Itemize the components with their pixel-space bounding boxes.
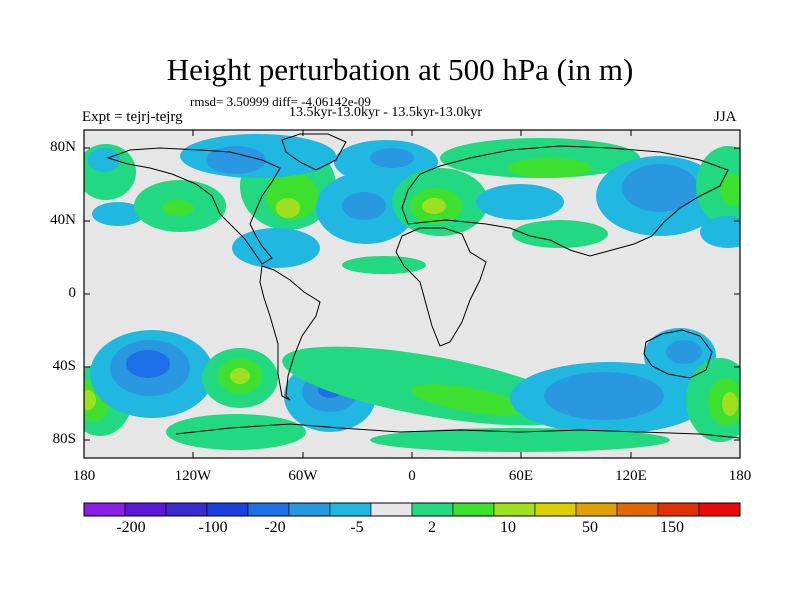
lat-label-0: 0 xyxy=(68,285,77,301)
contour-region xyxy=(720,174,740,206)
lon-label-120e: 120E xyxy=(615,468,647,484)
contour-region xyxy=(666,340,702,364)
greenland-outline xyxy=(281,133,347,171)
contour-region xyxy=(544,372,664,420)
colorbar-label: -5 xyxy=(350,519,364,536)
colorbar-swatch xyxy=(657,502,700,517)
contour-region xyxy=(276,198,300,218)
contour-region xyxy=(370,428,670,452)
colorbar-label: 10 xyxy=(500,519,516,536)
chart-subtitle: 13.5kyr-13.0kyr - 13.5kyr-13.0kyr xyxy=(289,105,483,120)
contour-region xyxy=(162,200,194,216)
lon-label-180w: 180 xyxy=(72,468,96,484)
contour-region xyxy=(696,146,740,226)
contour-region xyxy=(342,256,426,274)
south-america-outline xyxy=(259,265,321,401)
colorbar-swatch xyxy=(124,502,167,517)
colorbar-swatch xyxy=(452,502,495,517)
contour-region xyxy=(622,164,698,212)
colorbar-swatch xyxy=(575,502,618,517)
contour-region xyxy=(232,228,320,268)
africa-outline xyxy=(395,227,487,347)
colorbar-swatch xyxy=(247,502,290,517)
lat-label-40n: 40N xyxy=(50,212,76,228)
contour-region xyxy=(126,350,170,378)
colorbar-swatch xyxy=(493,502,536,517)
contour-region xyxy=(700,216,740,248)
colorbar-label: 50 xyxy=(582,519,598,536)
lon-label-0: 0 xyxy=(408,468,416,484)
contour-region xyxy=(410,384,530,416)
lat-label-40s: 40S xyxy=(52,358,76,374)
colorbar-label: -200 xyxy=(116,519,146,536)
lat-label-80n: 80N xyxy=(50,139,76,155)
stats-text: rmsd= 3.50999 diff= -4.06142e-09 xyxy=(190,94,371,109)
season-label: JJA xyxy=(714,109,737,125)
colorbar-label: 150 xyxy=(660,519,684,536)
lon-label-60w: 60W xyxy=(288,468,318,484)
contour-region xyxy=(92,202,144,226)
contour-fields xyxy=(84,130,740,458)
lon-label-120w: 120W xyxy=(174,468,212,484)
eurasia-outline xyxy=(401,145,729,257)
colorbar-swatch xyxy=(616,502,659,517)
antarctica-outline xyxy=(175,423,740,439)
chart-title: Height perturbation at 500 hPa (in m) xyxy=(166,52,634,87)
colorbar-swatch xyxy=(83,502,126,517)
colorbar-swatch xyxy=(411,502,454,517)
contour-region xyxy=(166,414,306,450)
colorbar-swatch xyxy=(288,502,331,517)
experiment-label: Expt = tejrj-tejrg xyxy=(82,109,183,125)
colorbar-swatch xyxy=(370,502,413,517)
contour-region xyxy=(422,198,446,214)
colorbar-label: 2 xyxy=(428,519,436,536)
contour-region xyxy=(84,390,96,410)
contour-region xyxy=(508,158,592,178)
contour-region xyxy=(342,192,386,220)
colorbar-frame xyxy=(83,502,741,517)
lon-label-180e: 180 xyxy=(728,468,752,484)
coastlines xyxy=(106,133,740,439)
lon-label-60e: 60E xyxy=(508,468,534,484)
colorbar-swatch xyxy=(329,502,372,517)
colorbar-swatch xyxy=(698,502,741,517)
colorbar-swatch xyxy=(534,502,577,517)
colorbar-label: -100 xyxy=(198,519,228,536)
north-america-outline xyxy=(106,147,281,265)
lat-label-80s: 80S xyxy=(52,431,76,447)
contour-region xyxy=(370,148,414,168)
contour-region xyxy=(88,148,120,172)
axis-ticks xyxy=(83,130,741,458)
contour-region xyxy=(230,368,250,384)
australia-outline xyxy=(643,329,713,379)
colorbar-swatch xyxy=(206,502,249,517)
colorbar-label: -20 xyxy=(264,519,286,536)
contour-region xyxy=(206,146,266,174)
contour-region xyxy=(722,392,738,416)
contour-region xyxy=(512,220,608,248)
colorbar-swatch xyxy=(165,502,208,517)
contour-region xyxy=(476,184,564,220)
